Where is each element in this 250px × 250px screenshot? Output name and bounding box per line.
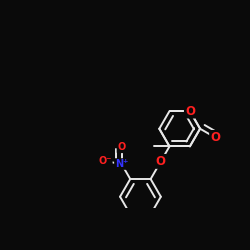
Text: N⁺: N⁺ [115,159,128,169]
Text: O⁻: O⁻ [98,156,112,166]
Text: O: O [210,131,220,144]
Text: O: O [118,142,126,152]
Text: O: O [185,104,195,118]
Text: O: O [156,155,166,168]
